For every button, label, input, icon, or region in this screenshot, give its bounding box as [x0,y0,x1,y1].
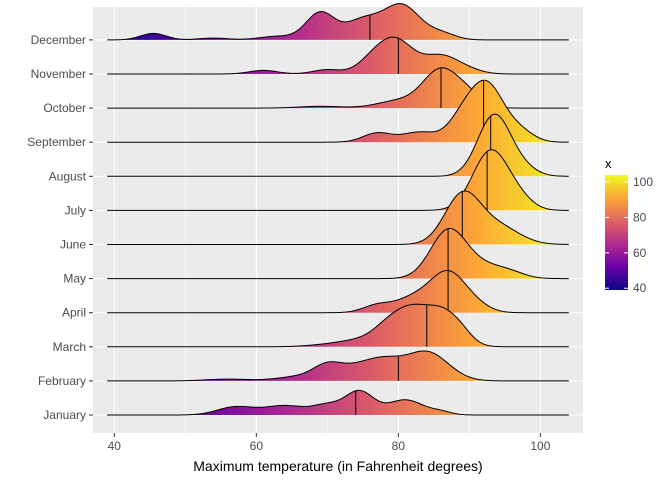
ridge-area [107,37,569,74]
ridge-outline [107,389,569,416]
ridge-december [107,3,569,41]
ridge-area [107,149,569,211]
y-tick-label: November [31,67,86,81]
ridge-outline [107,269,569,314]
ridge-outline [107,79,569,143]
x-tick-label: 80 [392,439,406,453]
x-tick-label: 40 [108,439,122,453]
y-tick-label: January [43,408,86,422]
ridge-area [107,114,569,177]
ridge-area [107,350,569,381]
y-tick-label: April [62,306,86,320]
ridge-area [107,80,569,143]
ridge-area [107,67,569,109]
ridge-april [107,269,569,314]
ridge-january [107,389,569,416]
legend-title: x [605,156,612,171]
y-tick-label: July [65,203,86,217]
y-tick-label: August [49,169,87,183]
ridge-area [107,3,569,40]
ridges [107,3,569,416]
y-axis: January February March April May June July Augu… [27,33,93,422]
x-axis-title: Maximum temperature (in Fahrenheit degre… [193,458,482,474]
y-tick-label: September [27,135,86,149]
legend-colorbar [605,175,628,290]
x-axis: 40 60 80 100 [108,433,551,453]
legend-label: 40 [633,281,647,295]
ridge-outline [107,190,569,245]
y-tick-label: October [43,101,86,115]
ridge-outline [107,149,569,211]
ridge-november [107,36,569,75]
y-tick-label: February [38,374,86,388]
y-tick-label: May [63,272,86,286]
y-tick-label: June [60,238,86,252]
ridge-outline [107,113,569,177]
ridge-july [107,149,569,211]
ridge-outline [107,3,569,41]
legend-label: 80 [633,210,647,224]
legend-label: 100 [633,175,653,189]
ridge-area [107,270,569,313]
x-tick-label: 60 [250,439,264,453]
y-tick-label: December [31,33,86,47]
ridge-outline [107,36,569,75]
ridge-february [107,350,569,382]
legend-label: 60 [633,246,647,260]
y-tick-label: March [53,340,86,354]
ridge-area [107,228,569,279]
ridge-outline [107,303,569,348]
color-legend: x 40 60 80 100 [605,156,653,295]
x-tick-label: 100 [530,439,550,453]
ridge-march [107,303,569,348]
ridge-outline [107,227,569,280]
ridge-outline [107,350,569,382]
